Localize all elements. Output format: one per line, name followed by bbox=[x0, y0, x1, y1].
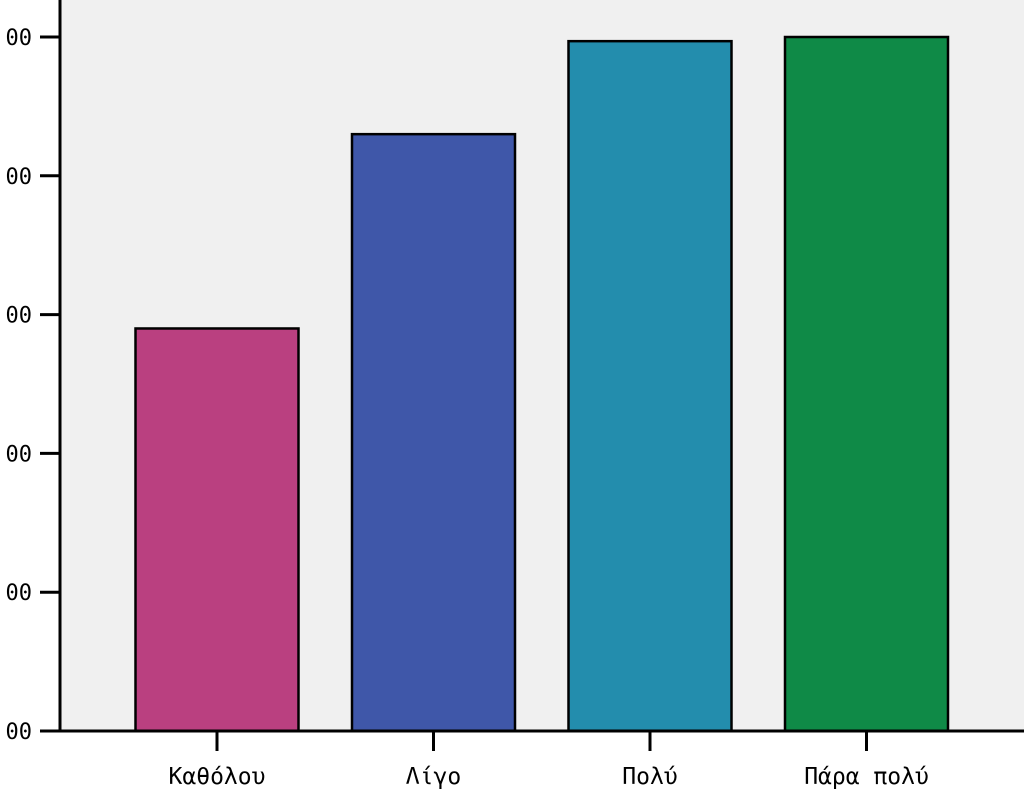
y-tick-label: 00 bbox=[6, 720, 33, 745]
bar-1 bbox=[134, 327, 300, 733]
bars bbox=[134, 35, 950, 733]
bar-2 bbox=[350, 132, 517, 733]
x-category-label: Λίγο bbox=[406, 764, 461, 790]
x-category-label: Πολύ bbox=[622, 764, 677, 790]
y-tick-label: 00 bbox=[6, 581, 33, 606]
x-category-label: Καθόλου bbox=[169, 764, 266, 790]
bar-4 bbox=[783, 35, 950, 733]
y-axis-ticks: 00 00 00 00 00 00 bbox=[6, 26, 60, 745]
y-tick-label: 00 bbox=[6, 442, 33, 467]
y-tick-label: 00 bbox=[6, 304, 33, 329]
y-tick-label: 00 bbox=[6, 26, 33, 51]
x-category-label: Πάρα πολύ bbox=[804, 764, 929, 790]
x-axis-ticks: Καθόλου Λίγο Πολύ Πάρα πολύ bbox=[169, 731, 929, 790]
y-tick-label: 00 bbox=[6, 165, 33, 190]
bar-3 bbox=[567, 39, 733, 733]
